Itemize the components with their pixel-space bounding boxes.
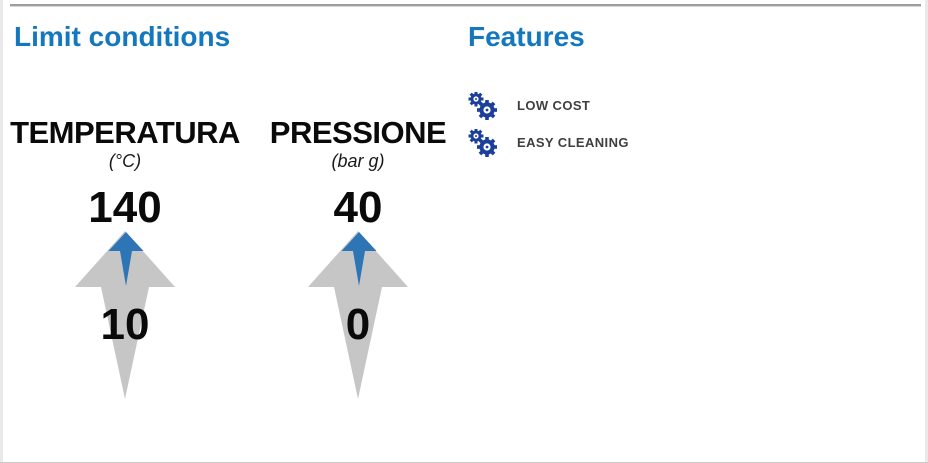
pressure-label: PRESSIONE xyxy=(269,115,447,150)
feature-item: EASY CLEANING xyxy=(468,128,629,157)
pressure-range-arrow: 0 xyxy=(238,231,478,399)
top-divider xyxy=(10,4,921,7)
page-right-edge xyxy=(925,0,928,463)
temperature-min-value: 10 xyxy=(100,300,150,349)
page-left-edge xyxy=(0,0,3,463)
pressure-unit: (bar g) xyxy=(331,151,385,171)
pressure-min-value: 0 xyxy=(345,300,371,349)
feature-label: EASY CLEANING xyxy=(517,135,629,150)
pressure-column: PRESSIONE (bar g) 40 0 xyxy=(238,116,478,399)
features-title: Features xyxy=(468,21,585,52)
pressure-max-value: 40 xyxy=(333,183,383,232)
features-list: LOW COST EASY CLEANI xyxy=(468,91,629,165)
up-arrow-icon xyxy=(308,231,408,399)
temperature-max-value: 140 xyxy=(88,183,162,232)
gears-icon xyxy=(468,128,497,157)
temperature-column: TEMPERATURA (°C) 140 10 xyxy=(5,116,245,399)
temperature-label: TEMPERATURA xyxy=(10,115,240,150)
temperature-range-arrow: 10 xyxy=(5,231,245,399)
up-arrow-icon xyxy=(75,231,175,399)
feature-label: LOW COST xyxy=(517,98,591,113)
limit-conditions-title: Limit conditions xyxy=(14,21,231,52)
gears-icon xyxy=(468,91,497,120)
temperature-unit: (°C) xyxy=(108,151,142,171)
feature-item: LOW COST xyxy=(468,91,629,120)
